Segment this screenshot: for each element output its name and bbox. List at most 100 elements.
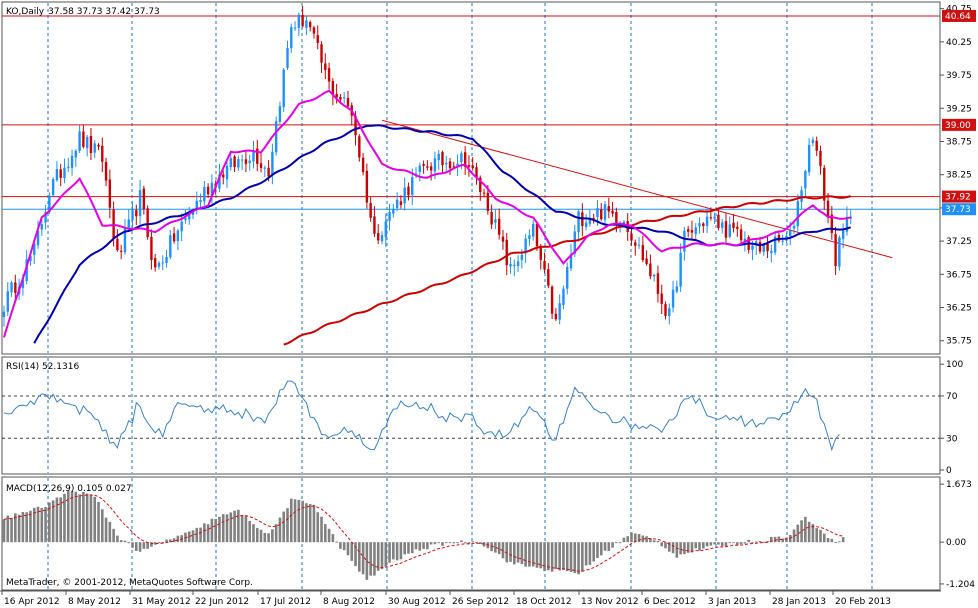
macd-bar: [618, 542, 622, 544]
macd-bar: [599, 542, 603, 556]
macd-bar: [433, 542, 437, 545]
macd-bar: [535, 542, 539, 568]
price-tick-label: 37.25: [946, 237, 972, 247]
candle-body: [25, 259, 28, 281]
macd-bar: [165, 539, 168, 543]
candle-body: [40, 224, 43, 230]
macd-bar: [547, 542, 550, 571]
candle-body: [278, 106, 282, 122]
macd-bar: [74, 491, 78, 543]
macd-bar: [10, 517, 13, 543]
candle-body: [150, 236, 153, 261]
candle-body: [274, 121, 278, 153]
price-tick-label: 35.75: [946, 337, 972, 347]
rsi-tick-label: 100: [946, 360, 963, 370]
candle-body: [547, 269, 550, 286]
candle-body: [229, 158, 232, 168]
macd-bar: [358, 542, 361, 572]
macd-bar: [361, 542, 365, 575]
macd-bar: [89, 494, 93, 543]
time-tick-label: 31 May 2012: [132, 597, 191, 607]
candle-body: [74, 150, 78, 158]
price-grid: [47, 3, 873, 353]
macd-bar: [770, 536, 773, 543]
macd-bar: [293, 499, 297, 543]
macd-bar: [225, 514, 229, 543]
candle-body: [225, 165, 229, 180]
macd-bar: [773, 536, 777, 543]
macd-bar: [100, 509, 104, 543]
candle-body: [346, 98, 350, 107]
candle-body: [690, 229, 694, 233]
candle-body: [505, 239, 508, 266]
candle-body: [51, 179, 55, 196]
macd-bar: [615, 542, 618, 544]
candle-body: [732, 222, 735, 229]
macd-bar: [25, 512, 28, 543]
candle-body: [509, 263, 512, 267]
candle-body: [361, 157, 365, 173]
rsi-tick-label: 0: [946, 466, 952, 476]
candle-body: [70, 155, 74, 168]
macd-bar: [369, 542, 372, 576]
candle-body: [479, 177, 482, 193]
macd-bar: [267, 533, 270, 543]
macd-bar: [630, 532, 633, 543]
candle-body: [426, 166, 429, 168]
candle-body: [82, 131, 85, 147]
macd-bar: [142, 542, 146, 549]
macd-bar: [63, 493, 66, 543]
macd-bar: [403, 542, 406, 555]
time-axis: 16 Apr 2012 8 May 2012 31 May 2012 22 Jun 2…: [0, 590, 941, 607]
macd-bar: [199, 527, 202, 543]
macd-bar: [656, 540, 660, 543]
macd-bar: [796, 524, 800, 543]
candle-body: [758, 241, 762, 252]
macd-bar: [516, 542, 520, 563]
macd-bar: [376, 542, 380, 571]
ma-slow-line: [283, 195, 851, 346]
candle-body: [475, 167, 478, 178]
candle-body: [146, 208, 149, 238]
macd-bar: [135, 542, 138, 551]
candle-body: [358, 136, 361, 158]
macd-bar: [108, 521, 112, 543]
candle-body: [660, 293, 663, 304]
price-tag-box: [942, 118, 976, 131]
time-tick-label: 13 Nov 2012: [581, 597, 639, 607]
macd-bar: [747, 539, 750, 543]
candle-body: [781, 240, 784, 242]
candle-body: [830, 214, 834, 234]
price-tag-box: [942, 190, 976, 203]
macd-bar: [637, 534, 641, 543]
macd-bar: [331, 534, 335, 543]
candle-body: [169, 235, 172, 258]
candle-body: [834, 234, 837, 266]
price-tick-label: 38.25: [946, 171, 972, 181]
macd-bar: [437, 542, 440, 544]
candle-body: [751, 245, 754, 250]
macd-bar: [686, 542, 690, 553]
macd-bar: [78, 494, 81, 543]
macd-bar: [259, 529, 263, 543]
candle-body: [282, 69, 285, 108]
macd-bar: [558, 542, 561, 571]
candle-body: [600, 209, 603, 220]
macd-bar: [694, 542, 698, 549]
candle-body: [135, 210, 138, 217]
candle-body: [664, 304, 667, 316]
candle-body: [324, 63, 327, 70]
candle-body: [569, 254, 573, 269]
candle-body: [615, 212, 618, 224]
macd-bar: [838, 541, 841, 543]
macd-bar: [301, 500, 304, 543]
macd-bar: [811, 524, 815, 543]
candle-body: [652, 274, 656, 277]
candle-body: [104, 162, 108, 181]
macd-bar: [460, 540, 463, 543]
candle-body: [36, 230, 40, 246]
candle-body: [607, 206, 610, 212]
price-tags: 40.64 39.00 37.92 37.73: [942, 9, 976, 216]
macd-bar: [452, 542, 456, 544]
candle-body: [222, 174, 225, 178]
